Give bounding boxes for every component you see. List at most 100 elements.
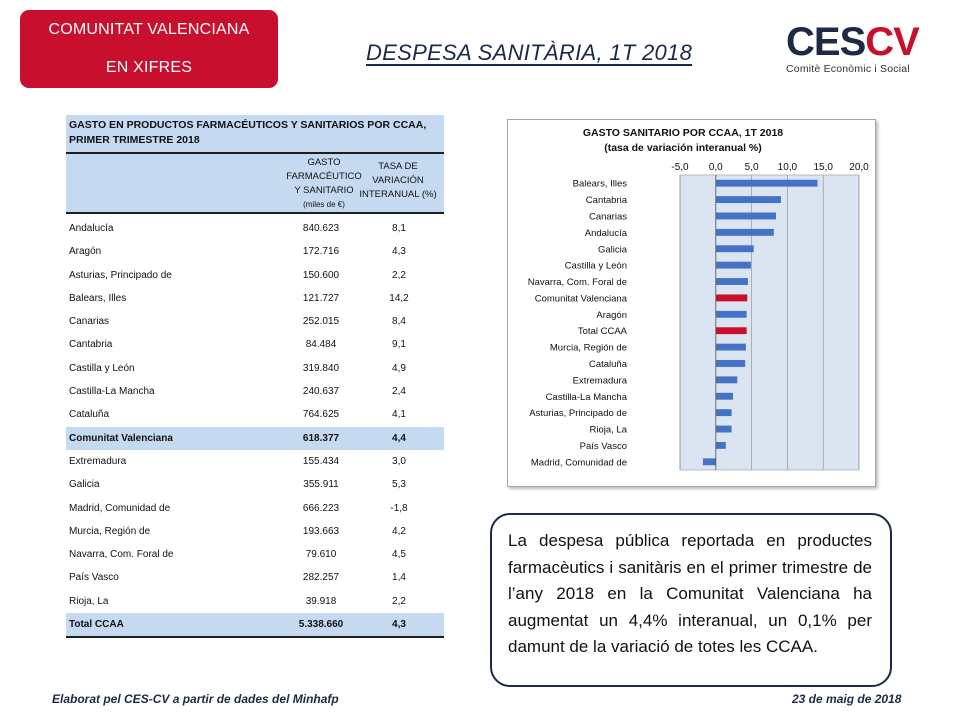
publication-date: 23 de maig de 2018: [792, 692, 902, 706]
row-rate: 4,3: [392, 246, 406, 258]
table-row: Asturias, Principado de 150.600 2,2: [66, 264, 444, 287]
table-row: Cantabria 84.484 9,1: [66, 333, 444, 356]
row-region: Castilla-La Mancha: [69, 386, 155, 398]
row-rate: 9,1: [392, 339, 406, 351]
row-expenditure: 5.338.660: [298, 619, 344, 631]
row-expenditure: 121.727: [302, 292, 340, 304]
category-label: Rioja, La: [590, 425, 628, 436]
row-region: Murcia, Región de: [69, 525, 151, 537]
row-region: Aragón: [69, 246, 102, 258]
row-rate: 4,9: [392, 362, 406, 374]
badge-line-2: EN XIFRES: [105, 59, 193, 76]
row-expenditure: 240.637: [302, 386, 340, 398]
category-label: Canarias: [589, 211, 627, 222]
bar: [715, 409, 732, 417]
row-region: Total CCAA: [69, 619, 124, 631]
table-row: Galicia 355.911 5,3: [66, 473, 444, 496]
row-expenditure: 666.223: [302, 502, 340, 514]
row-expenditure: 172.716: [302, 246, 340, 258]
row-expenditure: 84.484: [305, 339, 337, 351]
chart-title: GASTO SANITARIO POR CCAA, 1T 2018: [583, 127, 783, 139]
table-row: Total CCAA 5.338.660 4,3: [66, 613, 444, 637]
x-tick-label: 15,0: [813, 162, 833, 173]
table-row: Andalucía 840.623 8,1: [66, 217, 444, 240]
row-rate: 4,2: [392, 525, 406, 537]
row-expenditure: 764.625: [302, 409, 340, 421]
row-region: Asturias, Principado de: [69, 269, 172, 281]
table-title: GASTO EN PRODUCTOS FARMACÉUTICOS Y SANIT…: [66, 115, 444, 154]
row-rate: 2,2: [392, 595, 406, 607]
header-rate: TASA DE VARIACIÓN INTERANUAL (%): [359, 161, 437, 200]
row-expenditure: 282.257: [302, 572, 340, 584]
table-row: Madrid, Comunidad de 666.223 -1,8: [66, 497, 444, 520]
row-rate: 4,1: [392, 409, 406, 421]
logo-wordmark: CESCV: [786, 20, 920, 64]
row-expenditure: 39.918: [305, 595, 337, 607]
summary-note: La despesa pública reportada en producte…: [490, 513, 892, 687]
row-region: Cantabria: [69, 339, 113, 351]
category-label: Andalucía: [585, 228, 628, 239]
row-region: Extremadura: [69, 455, 127, 467]
table-row: País Vasco 282.257 1,4: [66, 566, 444, 589]
bar: [715, 212, 776, 220]
category-label: Balears, Illes: [573, 179, 628, 190]
table-row: Castilla-La Mancha 240.637 2,4: [66, 380, 444, 403]
cescv-logo: CESCV Comitè Econòmic i Social: [786, 22, 936, 78]
row-rate: 14,2: [389, 292, 409, 304]
bar: [715, 245, 754, 253]
row-region: Navarra, Com. Foral de: [69, 549, 174, 561]
plot-area: [679, 174, 860, 471]
row-expenditure: 252.015: [302, 316, 340, 328]
table-row: Castilla y León 319.840 4,9: [66, 357, 444, 380]
table-row: Extremadura 155.434 3,0: [66, 450, 444, 473]
bar: [715, 310, 747, 318]
x-tick-label: 20,0: [849, 162, 869, 173]
badge-line-1: COMUNITAT VALENCIANA: [48, 21, 250, 38]
table-row: Aragón 172.716 4,3: [66, 240, 444, 263]
table-row: Rioja, La 39.918 2,2: [66, 590, 444, 613]
category-label: Madrid, Comunidad de: [531, 457, 627, 468]
row-region: Castilla y León: [69, 362, 135, 374]
table-row: Comunitat Valenciana 618.377 4,4: [66, 426, 444, 450]
page-title: DESPESA SANITÀRIA, 1T 2018: [366, 40, 693, 65]
row-expenditure: 155.434: [302, 455, 340, 467]
row-expenditure: 319.840: [302, 362, 340, 374]
x-tick-label: 10,0: [778, 162, 798, 173]
category-label: País Vasco: [580, 441, 627, 452]
bar: [715, 343, 746, 351]
category-label: Aragón: [596, 310, 627, 321]
bar: [715, 327, 747, 335]
x-tick-label: -5,0: [671, 162, 689, 173]
source-note: Elaborat pel CES-CV a partir de dades de…: [52, 692, 339, 706]
row-region: Cataluña: [69, 409, 110, 421]
category-label: Galicia: [598, 244, 628, 255]
table-bottom-rule: [66, 636, 444, 639]
row-rate: 1,4: [392, 572, 406, 584]
row-rate: 4,5: [392, 549, 406, 561]
table-row: Canarias 252.015 8,4: [66, 310, 444, 333]
row-rate: 2,4: [392, 386, 406, 398]
row-expenditure: 355.911: [303, 479, 339, 491]
bar: [715, 425, 732, 433]
table-row: Cataluña 764.625 4,1: [66, 403, 444, 426]
table-body: Andalucía 840.623 8,1 Aragón 172.716 4,3 Astur…: [66, 217, 444, 637]
bar: [715, 376, 738, 384]
table-row: Navarra, Com. Foral de 79.610 4,5: [66, 543, 444, 566]
category-label: Extremadura: [573, 375, 628, 386]
row-rate: 3,0: [392, 455, 406, 467]
bar: [715, 392, 733, 400]
row-region: País Vasco: [69, 572, 119, 584]
category-label: Cataluña: [589, 359, 628, 370]
row-rate: 4,4: [392, 432, 406, 444]
chart-svg: GASTO SANITARIO POR CCAA, 1T 2018 (tasa d…: [528, 127, 869, 471]
row-region: Andalucía: [69, 223, 114, 234]
row-expenditure: 840.623: [302, 223, 340, 234]
category-label: Asturias, Principado de: [529, 408, 627, 419]
bar: [715, 278, 749, 285]
category-label: Total CCAA: [578, 326, 628, 337]
row-region: Balears, Illes: [69, 292, 127, 304]
category-label: Comunitat Valenciana: [535, 293, 628, 304]
row-region: Galicia: [69, 479, 100, 491]
header-expenditure: GASTO FARMACÉUTICO Y SANITARIO (miles de…: [286, 157, 362, 209]
bar: [715, 261, 751, 269]
